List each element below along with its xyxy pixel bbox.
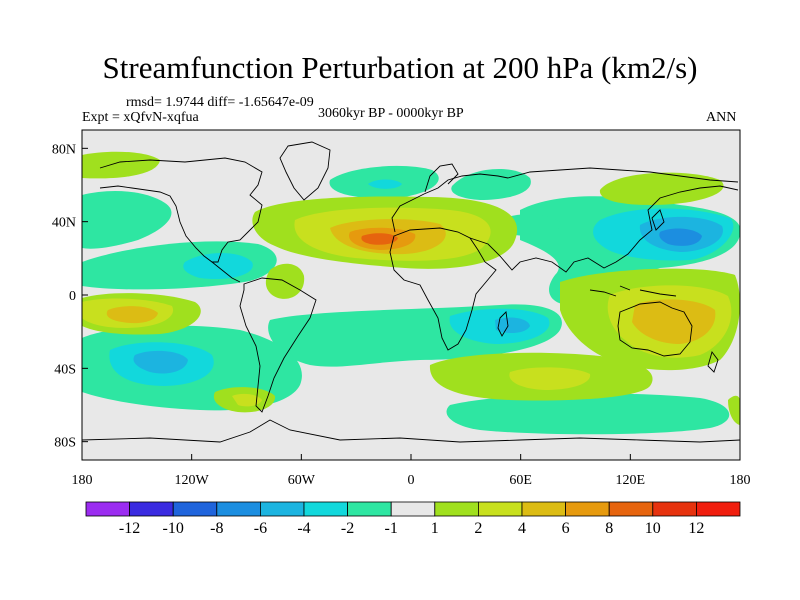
contour-band — [446, 393, 730, 435]
colorbar-swatch — [85, 501, 130, 517]
colorbar-label: -2 — [341, 520, 354, 537]
x-tick-label: 120W — [175, 473, 210, 488]
europe-coast — [391, 173, 509, 233]
colorbar-label: -4 — [297, 520, 310, 537]
contour-band — [659, 228, 702, 246]
contour-band — [509, 367, 591, 390]
colorbar-swatch — [390, 501, 436, 517]
contour-band — [599, 172, 724, 205]
colorbar-swatch — [172, 501, 218, 517]
y-tick-label: 80S — [54, 436, 76, 451]
colorbar-swatch — [565, 501, 610, 517]
colorbar-swatch — [608, 501, 654, 517]
north-america-coast — [99, 157, 263, 263]
y-tick-label: 40S — [54, 362, 76, 377]
colorbar-swatch — [521, 501, 566, 517]
colorbar-label: 6 — [562, 520, 570, 537]
colorbar-label: 1 — [431, 520, 439, 537]
x-tick-label: 0 — [408, 473, 415, 488]
japan-coast — [651, 209, 665, 231]
central-america-coast — [211, 261, 241, 283]
contour-band — [82, 191, 172, 249]
colorbar-swatch — [303, 501, 348, 517]
x-tick-label: 180 — [730, 473, 751, 488]
colorbar-label: -6 — [254, 520, 267, 537]
asia-coast — [469, 185, 739, 273]
y-tick-label: 40N — [52, 216, 76, 231]
antarctica-coast — [82, 419, 740, 443]
coastlines — [82, 141, 740, 443]
y-tick-label: 80N — [52, 142, 76, 157]
colorbar-swatch — [477, 501, 523, 517]
colorbar-swatch — [696, 501, 741, 517]
colorbar-label: -1 — [385, 520, 398, 537]
maritime-coast — [589, 285, 677, 297]
colorbar-label: 12 — [688, 520, 704, 537]
south-america-coast — [239, 277, 317, 413]
chart-title: Streamfunction Perturbation at 200 hPa (… — [102, 50, 698, 85]
colorbar-label: 2 — [474, 520, 482, 537]
x-tick-label: 60W — [288, 473, 316, 488]
contour-field — [82, 151, 740, 435]
x-tick-label: 60E — [509, 473, 532, 488]
contour-band — [495, 317, 530, 334]
colorbar-swatch — [259, 501, 305, 517]
colorbar-swatch — [347, 501, 392, 517]
colorbar-swatch — [434, 501, 479, 517]
africa-coast — [389, 227, 497, 351]
contour-band — [232, 393, 262, 407]
new-zealand-coast — [707, 351, 719, 373]
colorbar-label: -8 — [210, 520, 223, 537]
colorbar-label: 4 — [518, 520, 526, 537]
contour-band — [368, 179, 402, 189]
australia-coast — [617, 301, 693, 357]
season-label: ANN — [706, 110, 737, 125]
colorbar-swatch — [129, 501, 174, 517]
colorbar-label: 8 — [605, 520, 613, 537]
colorbar: -12 -10 -8 -6 -4 -2 -1 1 2 4 6 8 10 12 — [85, 501, 741, 537]
x-axis: 180 120W 60W 0 60E 120E 180 — [72, 454, 751, 488]
contour-band — [106, 306, 158, 324]
x-tick-label: 180 — [72, 473, 93, 488]
experiment-label: Expt = xQfvN-xqfua — [82, 110, 199, 125]
colorbar-label: -10 — [163, 520, 184, 537]
arctic-asia-coast — [507, 167, 739, 183]
colorbar-label: 10 — [645, 520, 661, 537]
period-label: 3060kyr BP - 0000kyr BP — [318, 106, 464, 121]
contour-band — [632, 299, 716, 344]
contour-band — [361, 233, 398, 245]
contour-band — [183, 253, 253, 280]
stats-label: rmsd= 1.9744 diff= -1.65647e-09 — [126, 95, 314, 110]
y-axis: 80N 40N 0 40S 80S — [52, 142, 88, 451]
madagascar-coast — [497, 311, 509, 337]
colorbar-label: -12 — [119, 520, 140, 537]
greenland-coast — [279, 141, 331, 201]
y-tick-label: 0 — [69, 289, 76, 304]
contour-band — [728, 395, 740, 425]
x-tick-label: 120E — [616, 473, 646, 488]
colorbar-swatch — [216, 501, 261, 517]
colorbar-swatch — [652, 501, 697, 517]
scandinavia-coast — [424, 163, 459, 193]
contour-band — [133, 350, 188, 374]
contour-band — [82, 151, 160, 179]
